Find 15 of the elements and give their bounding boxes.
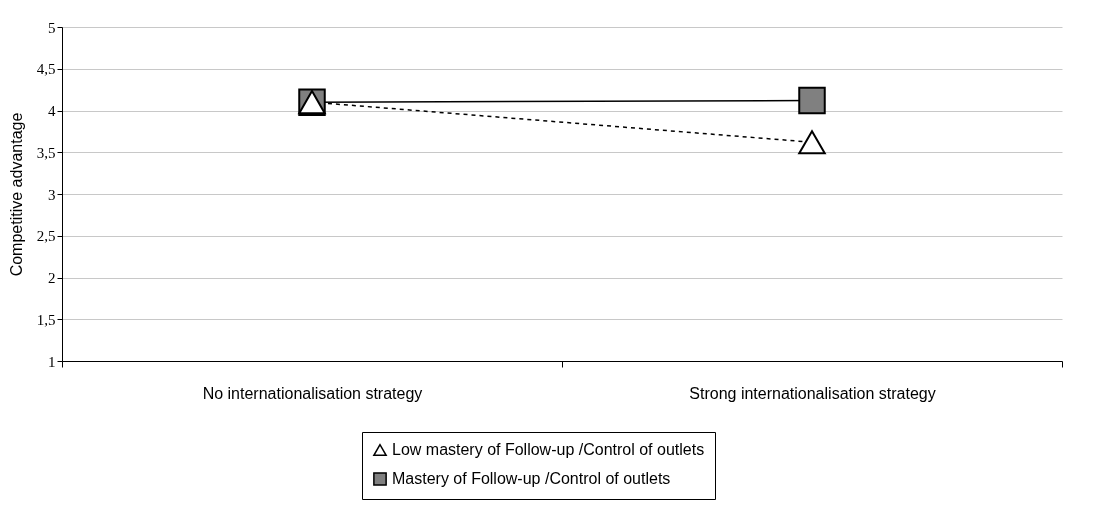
x-tick-label: No internationalisation strategy (202, 384, 423, 402)
y-tick-label: 4 (48, 103, 56, 119)
y-axis-title: Competitive advantage (7, 112, 25, 277)
legend-label: Mastery of Follow-up /Control of outlets (392, 470, 671, 487)
y-tick-label: 4,5 (36, 61, 56, 78)
y-tick-label: 3 (48, 186, 56, 203)
point (798, 86, 826, 115)
y-tick-label: 3,5 (36, 144, 56, 161)
y-tick-label: 2 (48, 270, 56, 286)
legend-label: Low mastery of Follow-up /Control of outlets (392, 441, 705, 458)
y-tick-label: 5 (48, 19, 56, 36)
y-tick-label: 1,5 (36, 311, 56, 328)
y-tick-label: 1 (48, 353, 56, 370)
x-tick-label: Strong internationalisation strategy (689, 384, 936, 402)
y-tick-label: 2,5 (36, 228, 56, 245)
